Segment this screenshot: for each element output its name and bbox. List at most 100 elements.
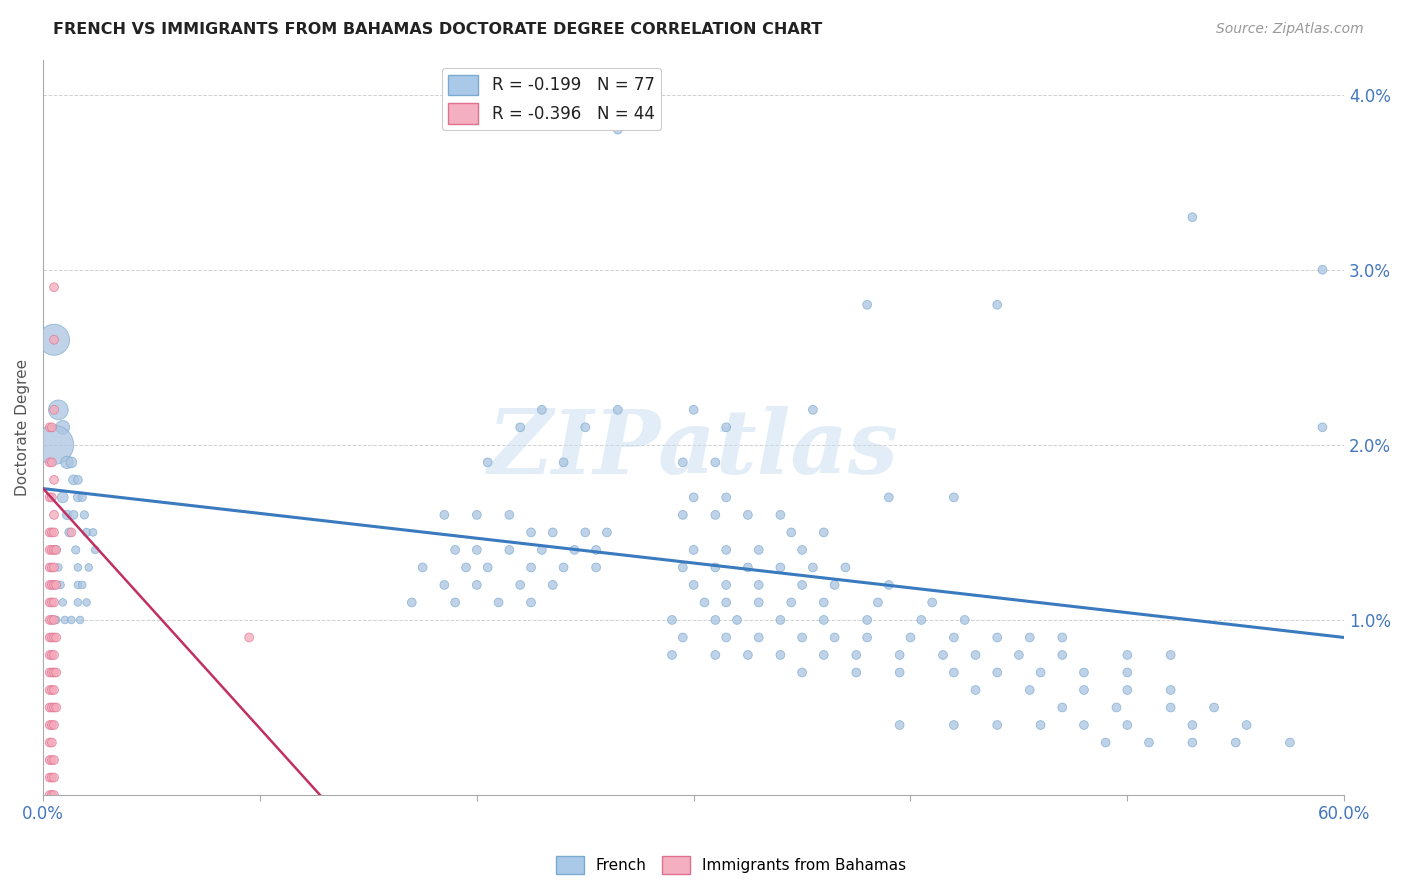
Point	[38, 718, 60, 732]
Point	[66, 491, 89, 505]
Point	[65, 542, 87, 557]
Point	[813, 525, 835, 540]
Point	[41, 683, 63, 698]
Point	[965, 683, 987, 698]
Point	[714, 595, 737, 609]
Point	[53, 613, 76, 627]
Point	[900, 631, 922, 645]
Point	[42, 631, 65, 645]
Point	[780, 525, 803, 540]
Point	[748, 631, 770, 645]
Point	[986, 718, 1008, 732]
Point	[42, 438, 65, 452]
Point	[509, 578, 531, 592]
Point	[401, 595, 423, 609]
Point	[41, 455, 63, 469]
Point	[62, 508, 84, 522]
Point	[41, 700, 63, 714]
Point	[52, 595, 75, 609]
Point	[986, 665, 1008, 680]
Point	[748, 542, 770, 557]
Point	[801, 402, 824, 417]
Point	[42, 508, 65, 522]
Point	[1116, 665, 1139, 680]
Point	[1073, 665, 1095, 680]
Point	[1052, 648, 1074, 662]
Point	[704, 455, 727, 469]
Point	[856, 613, 879, 627]
Point	[56, 455, 79, 469]
Point	[672, 631, 695, 645]
Point	[444, 542, 467, 557]
Point	[790, 631, 813, 645]
Point	[714, 631, 737, 645]
Point	[845, 648, 868, 662]
Point	[76, 525, 98, 540]
Point	[889, 665, 911, 680]
Point	[672, 560, 695, 574]
Point	[38, 525, 60, 540]
Point	[70, 491, 93, 505]
Point	[889, 648, 911, 662]
Point	[737, 560, 759, 574]
Point	[574, 525, 596, 540]
Point	[553, 560, 575, 574]
Point	[41, 542, 63, 557]
Point	[682, 402, 704, 417]
Point	[725, 613, 748, 627]
Point	[77, 560, 100, 574]
Point	[41, 735, 63, 749]
Point	[986, 298, 1008, 312]
Point	[1094, 735, 1116, 749]
Point	[1137, 735, 1160, 749]
Point	[60, 613, 83, 627]
Point	[942, 665, 965, 680]
Point	[769, 508, 792, 522]
Point	[877, 578, 900, 592]
Point	[41, 613, 63, 627]
Point	[682, 542, 704, 557]
Point	[1181, 718, 1204, 732]
Point	[42, 753, 65, 767]
Point	[41, 718, 63, 732]
Point	[801, 560, 824, 574]
Point	[465, 578, 488, 592]
Point	[412, 560, 434, 574]
Point	[42, 473, 65, 487]
Point	[682, 578, 704, 592]
Point	[498, 508, 520, 522]
Point	[42, 788, 65, 802]
Point	[790, 665, 813, 680]
Point	[52, 420, 75, 434]
Point	[38, 542, 60, 557]
Point	[790, 542, 813, 557]
Point	[465, 542, 488, 557]
Point	[41, 788, 63, 802]
Point	[42, 683, 65, 698]
Point	[41, 631, 63, 645]
Point	[38, 613, 60, 627]
Point	[606, 122, 628, 136]
Point	[38, 420, 60, 434]
Point	[1018, 631, 1040, 645]
Point	[509, 420, 531, 434]
Point	[856, 631, 879, 645]
Point	[41, 648, 63, 662]
Point	[824, 578, 846, 592]
Point	[38, 631, 60, 645]
Point	[42, 718, 65, 732]
Point	[520, 595, 543, 609]
Point	[69, 613, 91, 627]
Point	[45, 631, 67, 645]
Point	[889, 718, 911, 732]
Point	[56, 508, 79, 522]
Point	[1116, 648, 1139, 662]
Point	[465, 508, 488, 522]
Y-axis label: Doctorate Degree: Doctorate Degree	[15, 359, 30, 496]
Point	[1116, 683, 1139, 698]
Point	[498, 542, 520, 557]
Point	[76, 595, 98, 609]
Point	[910, 613, 932, 627]
Point	[661, 613, 683, 627]
Point	[38, 771, 60, 785]
